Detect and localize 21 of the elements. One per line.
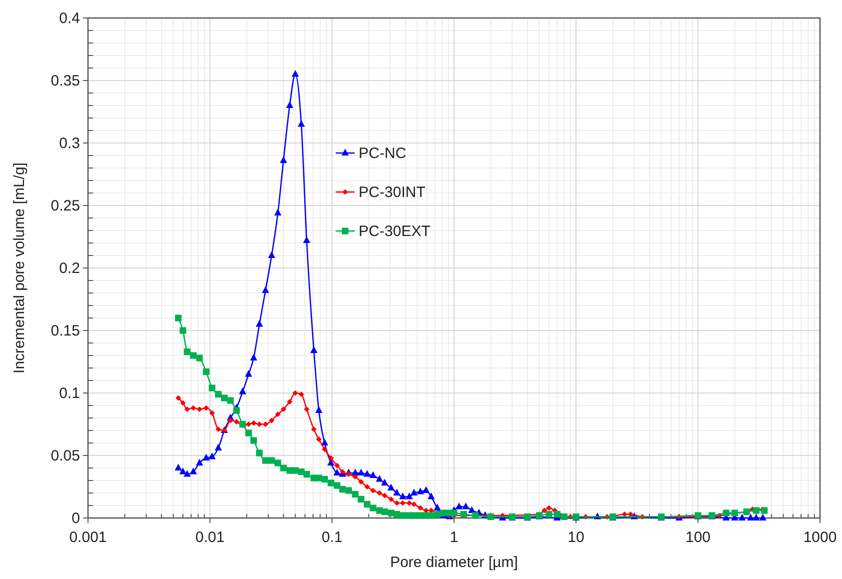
y-tick-label: 0.2 (59, 260, 80, 277)
y-tick-label: 0.1 (59, 385, 80, 402)
y-tick-label: 0.4 (59, 10, 80, 27)
y-tick-label: 0.05 (50, 448, 80, 464)
x-tick-label: 0.001 (69, 529, 107, 546)
y-tick-label: 0.35 (50, 72, 80, 90)
x-tick-label: 1000 (803, 529, 837, 546)
y-axis-title: Incremental pore volume [mL/g] (11, 162, 28, 374)
y-tick-label: 0.25 (50, 198, 80, 214)
legend-label: PC-30INT (358, 184, 426, 201)
x-tick-label: 1 (450, 529, 458, 546)
y-tick-label: 0.3 (59, 135, 80, 152)
y-tick-label: 0.15 (50, 322, 80, 340)
x-tick-label: 0.01 (195, 529, 225, 546)
y-tick-label: 0 (72, 510, 80, 527)
legend-label: PC-NC (358, 145, 406, 162)
x-axis-title: Pore diameter [µm] (390, 554, 518, 571)
x-tick-label: 100 (685, 529, 711, 546)
legend-label: PC-30EXT (358, 223, 430, 240)
x-tick-label: 0.1 (322, 529, 342, 546)
x-tick-label: 10 (568, 529, 584, 546)
